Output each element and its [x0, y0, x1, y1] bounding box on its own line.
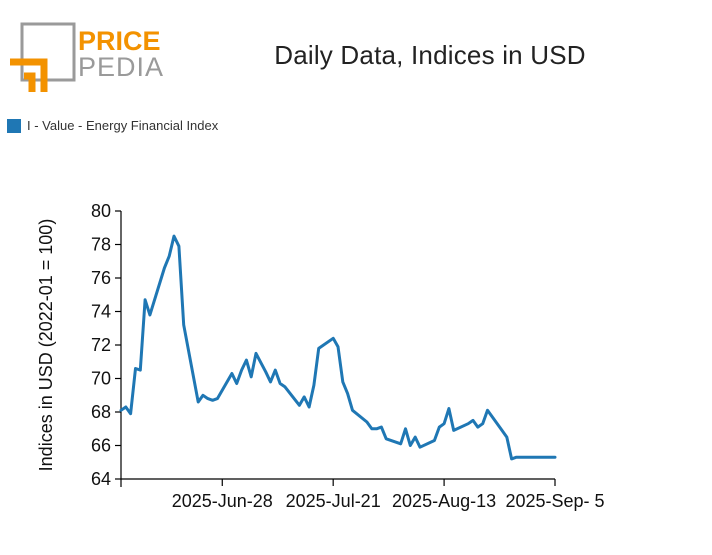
- x-tick-label: 2025-Jun-28: [172, 491, 273, 511]
- y-tick-label: 70: [91, 369, 111, 389]
- chart-axes: 64 66 68 70 72 74 76 78 80 2025-Jun-28 2025-Jul-21…: [91, 201, 605, 511]
- y-tick-label: 64: [91, 469, 111, 489]
- y-tick-label: 80: [91, 201, 111, 221]
- logo-word-bottom: PEDIA: [78, 52, 164, 82]
- y-tick-label: 72: [91, 335, 111, 355]
- y-tick-label: 76: [91, 268, 111, 288]
- chart-title: Daily Data, Indices in USD: [274, 40, 586, 70]
- pricepedia-logo: PRICE PEDIA: [8, 22, 168, 94]
- y-tick-label: 74: [91, 302, 111, 322]
- y-tick-label: 68: [91, 402, 111, 422]
- logo-word-top: PRICE: [78, 26, 161, 56]
- series-line: [119, 234, 557, 461]
- x-tick-label: 2025-Sep- 5: [505, 491, 604, 511]
- legend-swatch: [7, 118, 21, 133]
- y-axis-title: Indices in USD (2022-01 = 100): [36, 219, 56, 472]
- legend-label: I - Value - Energy Financial Index: [27, 118, 219, 133]
- legend: I - Value - Energy Financial Index: [7, 118, 218, 133]
- chart-series: [119, 234, 557, 461]
- y-tick-label: 66: [91, 436, 111, 456]
- x-tick-label: 2025-Jul-21: [286, 491, 381, 511]
- x-tick-label: 2025-Aug-13: [392, 491, 496, 511]
- logo-mark-icon: PRICE PEDIA: [10, 22, 164, 92]
- y-tick-label: 78: [91, 235, 111, 255]
